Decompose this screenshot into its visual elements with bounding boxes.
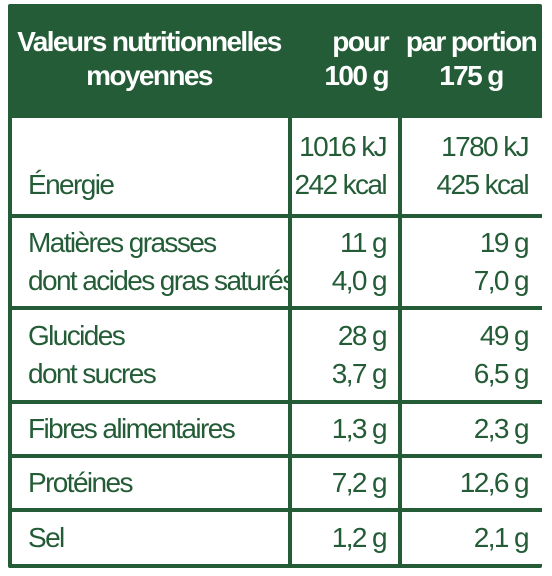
portion-value-kj: 1780 kJ — [441, 131, 529, 162]
per100g-subvalue: 4,0 g — [331, 265, 388, 296]
portion-cell: 1780 kJ 425 kcal — [402, 118, 542, 214]
nutrition-table: Valeurs nutritionnelles moyennes pour 10… — [8, 4, 542, 568]
table-row-carbs: Glucides dont sucres 28 g 3,7 g 49 g 6,5… — [8, 310, 542, 400]
nutrient-sublabel: dont sucres — [28, 358, 157, 389]
per100g-value-kj: 1016 kJ — [299, 131, 387, 162]
table-row-fibre: Fibres alimentaires 1,3 g 2,3 g — [8, 404, 542, 454]
nutrient-label-cell: Glucides dont sucres — [12, 310, 288, 400]
per100g-cell: 7,2 g — [292, 458, 398, 508]
per100g-cell: 1,3 g — [292, 404, 398, 454]
header-per100g-column: pour 100 g — [284, 4, 394, 114]
portion-value: 49 g — [479, 320, 530, 351]
nutrient-label: Fibres alimentaires — [28, 413, 236, 444]
per100g-value: 1,2 g — [331, 522, 388, 553]
portion-value: 2,3 g — [473, 413, 530, 444]
portion-value-kcal: 425 kcal — [436, 169, 530, 200]
portion-subvalue: 6,5 g — [473, 358, 530, 389]
per100g-value: 28 g — [337, 320, 388, 351]
per100g-value-kcal: 242 kcal — [294, 169, 388, 200]
per100g-value: 11 g — [339, 227, 388, 258]
header-title-line2: moyennes — [86, 60, 213, 91]
per100g-value: 1,3 g — [331, 413, 388, 444]
header-portion-line2: 175 g — [439, 60, 504, 91]
per100g-cell: 28 g 3,7 g — [292, 310, 398, 400]
per100g-cell: 1016 kJ 242 kcal — [292, 118, 398, 214]
portion-value: 2,1 g — [473, 522, 530, 553]
table-row-fat: Matières grasses dont acides gras saturé… — [8, 218, 542, 306]
header-nutrient-column: Valeurs nutritionnelles moyennes — [14, 4, 284, 114]
header-per100g-line1: pour — [332, 26, 389, 57]
portion-value: 12,6 g — [459, 467, 530, 498]
nutrient-label: Glucides — [28, 320, 126, 351]
portion-subvalue: 7,0 g — [473, 265, 530, 296]
portion-value: 19 g — [479, 227, 530, 258]
per100g-cell: 11 g 4,0 g — [292, 218, 398, 306]
nutrient-label-cell: Protéines — [12, 458, 288, 508]
header-per100g-line2: 100 g — [324, 60, 389, 91]
per100g-subvalue: 3,7 g — [331, 358, 388, 389]
header-title-line1: Valeurs nutritionnelles — [17, 26, 282, 57]
nutrient-label: Protéines — [28, 467, 133, 498]
table-row-protein: Protéines 7,2 g 12,6 g — [8, 458, 542, 508]
nutrient-label: Énergie — [28, 169, 115, 200]
portion-cell: 19 g 7,0 g — [402, 218, 542, 306]
nutrient-label-cell: Énergie — [12, 118, 288, 214]
nutrient-label-cell: Sel — [12, 512, 288, 564]
table-header: Valeurs nutritionnelles moyennes pour 10… — [8, 4, 542, 114]
portion-cell: 2,3 g — [402, 404, 542, 454]
portion-cell: 49 g 6,5 g — [402, 310, 542, 400]
per100g-cell: 1,2 g — [292, 512, 398, 564]
nutrient-sublabel: dont acides gras saturés — [28, 265, 288, 296]
portion-cell: 12,6 g — [402, 458, 542, 508]
nutrient-label-cell: Fibres alimentaires — [12, 404, 288, 454]
portion-cell: 2,1 g — [402, 512, 542, 564]
header-portion-line1: par portion — [405, 26, 538, 57]
table-row-energy: Énergie 1016 kJ 242 kcal 1780 kJ 425 kca… — [8, 118, 542, 214]
nutrient-label-cell: Matières grasses dont acides gras saturé… — [12, 218, 288, 306]
table-row-salt: Sel 1,2 g 2,1 g — [8, 512, 542, 564]
nutrient-label: Sel — [28, 522, 65, 553]
header-portion-column: par portion 175 g — [402, 4, 540, 114]
per100g-value: 7,2 g — [331, 467, 388, 498]
nutrient-label: Matières grasses — [28, 227, 217, 258]
